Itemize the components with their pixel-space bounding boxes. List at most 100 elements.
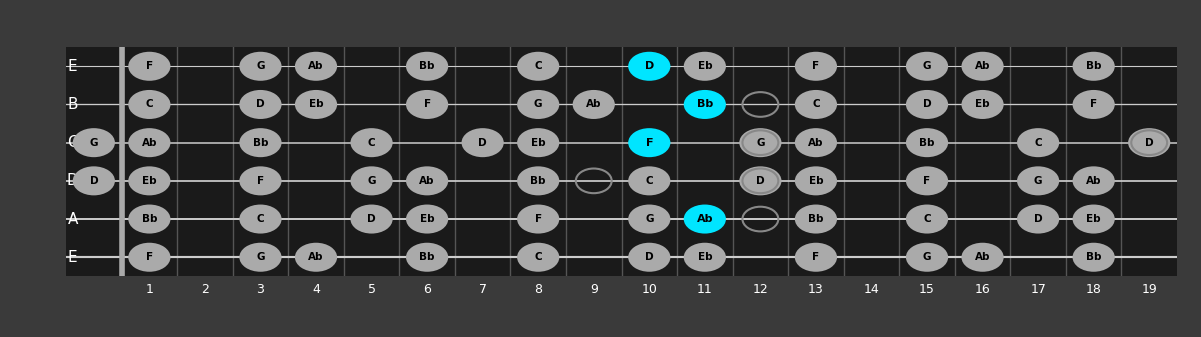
Text: Bb: Bb	[919, 137, 934, 148]
Text: Eb: Eb	[309, 99, 323, 110]
Text: F: F	[924, 176, 931, 186]
Ellipse shape	[406, 205, 448, 234]
Ellipse shape	[795, 166, 837, 195]
Text: 11: 11	[697, 283, 712, 296]
Text: Ab: Ab	[975, 61, 991, 71]
Ellipse shape	[906, 243, 948, 272]
Text: D: D	[757, 176, 765, 186]
Text: G: G	[368, 176, 376, 186]
Ellipse shape	[683, 52, 725, 81]
Text: E: E	[68, 250, 78, 265]
Text: Ab: Ab	[309, 61, 324, 71]
Ellipse shape	[406, 90, 448, 119]
Ellipse shape	[906, 166, 948, 195]
Ellipse shape	[295, 243, 337, 272]
Text: C: C	[1034, 137, 1042, 148]
Text: 12: 12	[753, 283, 769, 296]
Text: F: F	[1091, 99, 1098, 110]
Ellipse shape	[628, 243, 670, 272]
Ellipse shape	[740, 128, 782, 157]
Ellipse shape	[129, 52, 171, 81]
Ellipse shape	[461, 128, 503, 157]
Text: Eb: Eb	[531, 137, 545, 148]
Ellipse shape	[406, 166, 448, 195]
Text: D: D	[1145, 137, 1153, 148]
Text: Bb: Bb	[1086, 61, 1101, 71]
Ellipse shape	[1017, 205, 1059, 234]
Ellipse shape	[129, 166, 171, 195]
Ellipse shape	[351, 128, 393, 157]
Text: 3: 3	[257, 283, 264, 296]
Text: 4: 4	[312, 283, 319, 296]
Text: Bb: Bb	[1086, 252, 1101, 262]
Text: Ab: Ab	[309, 252, 324, 262]
Ellipse shape	[795, 90, 837, 119]
Ellipse shape	[406, 52, 448, 81]
Text: C: C	[368, 137, 376, 148]
Ellipse shape	[129, 243, 171, 272]
Ellipse shape	[906, 128, 948, 157]
Text: Eb: Eb	[975, 99, 990, 110]
Text: C: C	[534, 61, 542, 71]
Text: Bb: Bb	[419, 61, 435, 71]
Ellipse shape	[239, 243, 281, 272]
Text: 13: 13	[808, 283, 824, 296]
Text: G: G	[534, 99, 543, 110]
Text: Ab: Ab	[142, 137, 157, 148]
Text: 17: 17	[1030, 283, 1046, 296]
Text: D: D	[645, 252, 653, 262]
Ellipse shape	[239, 90, 281, 119]
Text: Eb: Eb	[698, 252, 712, 262]
Text: G: G	[922, 252, 931, 262]
Text: D: D	[478, 137, 486, 148]
Ellipse shape	[129, 205, 171, 234]
Ellipse shape	[518, 90, 560, 119]
Text: 7: 7	[479, 283, 486, 296]
Text: 5: 5	[368, 283, 376, 296]
Text: Eb: Eb	[1087, 214, 1101, 224]
Text: Ab: Ab	[419, 176, 435, 186]
Text: E: E	[68, 59, 78, 74]
Text: C: C	[145, 99, 154, 110]
Text: Ab: Ab	[808, 137, 824, 148]
Text: F: F	[646, 137, 653, 148]
Text: 9: 9	[590, 283, 598, 296]
Ellipse shape	[628, 166, 670, 195]
Text: F: F	[812, 252, 819, 262]
Ellipse shape	[795, 243, 837, 272]
Text: Bb: Bb	[419, 252, 435, 262]
Ellipse shape	[962, 52, 1004, 81]
Text: 18: 18	[1086, 283, 1101, 296]
Text: G: G	[922, 61, 931, 71]
Text: Ab: Ab	[586, 99, 602, 110]
Ellipse shape	[1072, 90, 1115, 119]
Text: Bb: Bb	[142, 214, 157, 224]
Ellipse shape	[129, 128, 171, 157]
Text: Bb: Bb	[531, 176, 546, 186]
Ellipse shape	[73, 166, 115, 195]
Ellipse shape	[518, 128, 560, 157]
Text: C: C	[645, 176, 653, 186]
Text: Bb: Bb	[697, 99, 713, 110]
Ellipse shape	[239, 128, 281, 157]
Text: Ab: Ab	[975, 252, 991, 262]
Ellipse shape	[1017, 128, 1059, 157]
Ellipse shape	[906, 90, 948, 119]
Ellipse shape	[518, 243, 560, 272]
Text: 1: 1	[145, 283, 154, 296]
Text: D: D	[1034, 214, 1042, 224]
Ellipse shape	[683, 243, 725, 272]
Ellipse shape	[351, 166, 393, 195]
Text: D: D	[645, 61, 653, 71]
Ellipse shape	[239, 166, 281, 195]
Text: D: D	[256, 99, 264, 110]
Text: D: D	[90, 176, 98, 186]
Ellipse shape	[518, 205, 560, 234]
Ellipse shape	[795, 52, 837, 81]
Text: Eb: Eb	[420, 214, 435, 224]
Text: Ab: Ab	[1086, 176, 1101, 186]
Text: 6: 6	[423, 283, 431, 296]
Text: F: F	[145, 61, 153, 71]
Text: F: F	[812, 61, 819, 71]
Ellipse shape	[1072, 166, 1115, 195]
